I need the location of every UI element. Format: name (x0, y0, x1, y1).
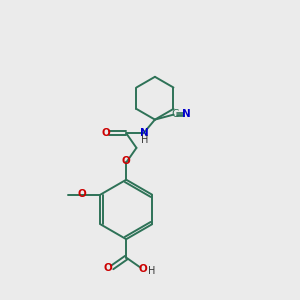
Text: O: O (78, 189, 86, 199)
Text: C: C (171, 109, 178, 119)
Text: H: H (148, 266, 155, 276)
Text: O: O (138, 264, 147, 274)
Text: N: N (182, 109, 191, 119)
Text: H: H (141, 135, 148, 145)
Text: N: N (140, 128, 149, 138)
Text: O: O (101, 128, 110, 138)
Text: O: O (103, 263, 112, 273)
Text: O: O (122, 156, 130, 166)
